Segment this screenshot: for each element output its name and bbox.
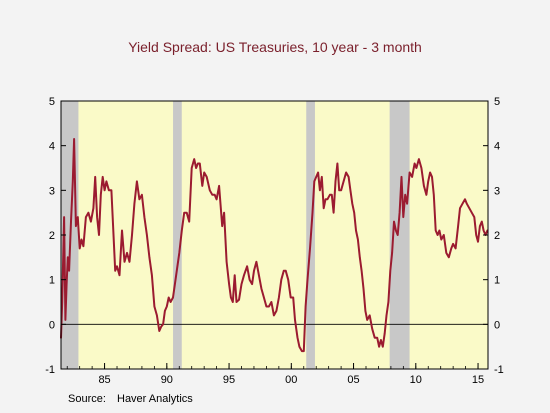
x-tick-label: 85 (98, 374, 110, 386)
y-tick-label-right: 5 (494, 96, 500, 108)
recession-band (389, 101, 410, 369)
y-tick-label-right: 4 (494, 141, 500, 153)
y-tick-label-right: 0 (494, 319, 500, 331)
y-tick-label-right: 3 (494, 185, 500, 197)
x-tick-label: 05 (347, 374, 359, 386)
x-tick-label: 00 (285, 374, 297, 386)
y-tick-label-right: 1 (494, 275, 500, 287)
y-tick-label-left: 3 (49, 185, 55, 197)
y-axis-right: -1 0 1 2 3 4 5 (483, 96, 504, 376)
y-axis-left: -1 0 1 2 3 4 5 (45, 96, 66, 376)
y-tick-label-left: 2 (49, 230, 55, 242)
series-line (60, 138, 489, 353)
y-tick-label-left: 1 (49, 275, 55, 287)
x-axis: 85 90 95 00 05 10 15 (66, 363, 484, 386)
y-tick-label-right: 2 (494, 230, 500, 242)
y-tick-label-left: 5 (49, 96, 55, 108)
x-tick-label: 15 (472, 374, 484, 386)
y-tick-label-right: -1 (494, 364, 504, 376)
chart-title: Yield Spread: US Treasuries, 10 year - 3… (128, 39, 422, 55)
y-tick-label-left: -1 (45, 364, 55, 376)
y-tick-label-left: 0 (49, 319, 55, 331)
y-tick-label-left: 4 (49, 141, 55, 153)
x-tick-label: 90 (161, 374, 173, 386)
source-label: Source: (68, 393, 106, 405)
plot-area (61, 101, 488, 369)
x-tick-label: 10 (410, 374, 422, 386)
x-tick-label: 95 (223, 374, 235, 386)
recession-band (173, 101, 182, 369)
source-name: Haver Analytics (117, 393, 193, 405)
